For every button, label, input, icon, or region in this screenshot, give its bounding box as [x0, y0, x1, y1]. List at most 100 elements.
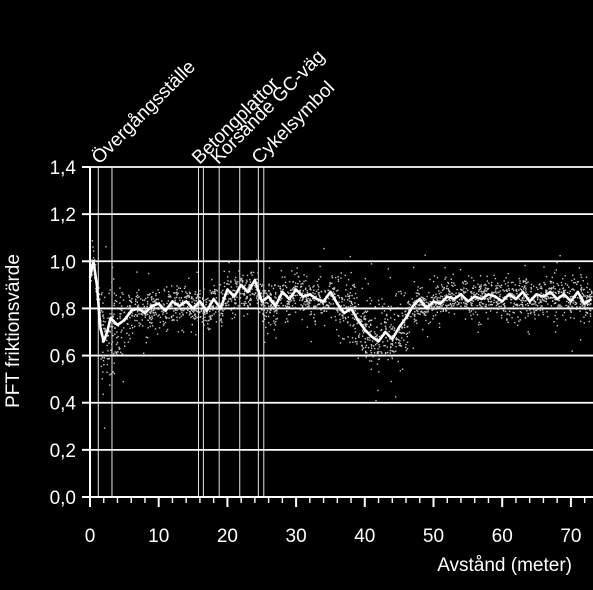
scatter-point	[233, 316, 236, 319]
scatter-point	[309, 288, 311, 290]
scatter-point	[318, 303, 321, 305]
scatter-point	[131, 314, 133, 316]
scatter-point	[414, 315, 416, 317]
scatter-point	[480, 284, 482, 286]
scatter-point	[548, 288, 550, 290]
scatter-point	[456, 288, 458, 291]
scatter-point	[150, 299, 153, 301]
scatter-point	[187, 309, 189, 311]
scatter-point	[558, 290, 560, 293]
scatter-point	[440, 295, 442, 297]
scatter-point	[136, 311, 139, 313]
scatter-point	[560, 281, 563, 284]
scatter-point	[312, 292, 314, 294]
scatter-point	[152, 307, 154, 310]
scatter-point	[354, 292, 357, 295]
scatter-point	[323, 324, 326, 327]
scatter-point	[483, 284, 485, 286]
scatter-point	[543, 266, 545, 268]
scatter-point	[148, 315, 151, 317]
scatter-point	[111, 313, 113, 315]
scatter-point	[261, 308, 264, 311]
scatter-point	[451, 281, 453, 284]
scatter-point	[294, 273, 296, 276]
scatter-point	[200, 316, 202, 318]
scatter-point	[155, 302, 157, 304]
scatter-point	[333, 287, 336, 289]
scatter-point	[510, 298, 512, 301]
scatter-point	[150, 318, 153, 321]
scatter-point	[417, 292, 420, 295]
scatter-point	[448, 293, 450, 295]
scatter-point	[151, 325, 154, 327]
scatter-point	[417, 286, 419, 288]
scatter-point	[265, 315, 267, 318]
scatter-point	[100, 310, 103, 312]
scatter-point	[504, 310, 507, 313]
scatter-point	[140, 323, 142, 325]
scatter-point	[152, 301, 154, 303]
scatter-point	[540, 307, 542, 309]
scatter-point	[287, 291, 289, 293]
scatter-point	[550, 288, 553, 290]
scatter-point	[264, 341, 266, 343]
scatter-point	[416, 309, 418, 312]
scatter-point	[181, 309, 183, 311]
scatter-point	[418, 308, 420, 310]
scatter-point	[256, 299, 259, 301]
scatter-point	[428, 303, 430, 305]
scatter-point	[138, 313, 140, 315]
scatter-point	[555, 311, 557, 313]
scatter-point	[519, 288, 522, 290]
scatter-point	[407, 325, 409, 328]
scatter-point	[244, 284, 246, 286]
scatter-point	[530, 286, 532, 289]
scatter-point	[215, 289, 217, 291]
scatter-point	[546, 295, 548, 297]
scatter-point	[370, 368, 372, 370]
scatter-point	[357, 322, 359, 324]
scatter-point	[385, 314, 388, 317]
scatter-point	[367, 347, 370, 349]
scatter-point	[494, 277, 497, 280]
scatter-point	[589, 304, 591, 306]
scatter-point	[128, 294, 130, 297]
scatter-point	[423, 299, 425, 302]
scatter-point	[112, 316, 114, 318]
scatter-point	[489, 298, 492, 300]
scatter-point	[564, 319, 567, 321]
scatter-point	[111, 281, 113, 284]
scatter-point	[525, 287, 527, 289]
scatter-point	[400, 332, 403, 334]
scatter-point	[311, 308, 313, 310]
scatter-point	[306, 326, 309, 328]
scatter-point	[559, 288, 561, 291]
scatter-point	[352, 284, 354, 286]
scatter-point	[391, 344, 394, 346]
scatter-point	[228, 283, 230, 285]
scatter-point	[277, 285, 280, 287]
scatter-point	[568, 286, 570, 288]
y-tick-label: 1,2	[50, 205, 76, 226]
scatter-point	[341, 314, 344, 316]
scatter-point	[312, 298, 314, 300]
scatter-point	[386, 313, 388, 316]
scatter-point	[398, 344, 400, 347]
scatter-point	[456, 304, 458, 306]
scatter-point	[434, 297, 436, 299]
scatter-point	[172, 307, 175, 309]
scatter-point	[555, 292, 557, 295]
scatter-point	[223, 282, 226, 284]
scatter-point	[484, 305, 486, 307]
scatter-point	[260, 293, 262, 295]
scatter-point	[428, 322, 430, 325]
scatter-point	[524, 300, 526, 302]
scatter-point	[361, 349, 363, 351]
scatter-point	[581, 292, 583, 294]
scatter-point	[209, 310, 211, 313]
scatter-point	[186, 306, 189, 308]
scatter-point	[380, 329, 382, 332]
scatter-point	[273, 320, 275, 322]
scatter-point	[206, 320, 208, 322]
